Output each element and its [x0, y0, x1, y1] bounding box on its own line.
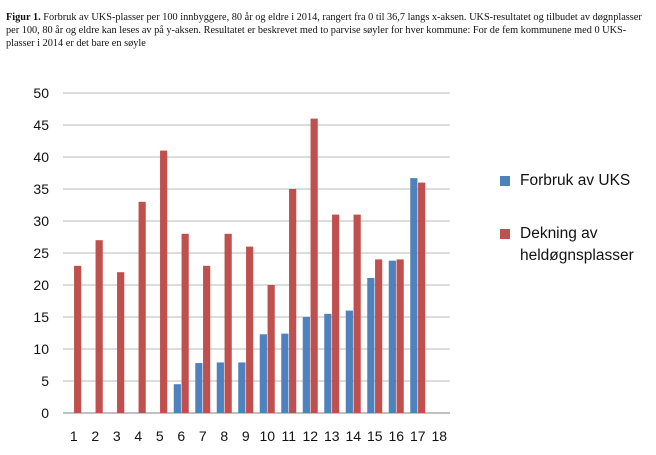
x-tick-label-4: 4	[134, 428, 142, 444]
legend-item-dekning: Dekning av heldøgnsplasser	[500, 223, 650, 267]
legend-item-forbruk: Forbruk av UKS	[500, 170, 650, 192]
bar-forbruk-7	[195, 363, 203, 413]
bar-forbruk-13	[324, 313, 332, 413]
x-tick-label-11: 11	[281, 428, 296, 444]
bar-dekning-16	[396, 259, 404, 413]
legend-swatch-forbruk	[500, 176, 510, 186]
bar-forbruk-15	[367, 277, 375, 413]
x-tick-label-17: 17	[410, 428, 426, 444]
x-tick-label-16: 16	[388, 428, 404, 444]
bar-forbruk-14	[345, 310, 353, 413]
bar-dekning-5	[160, 150, 168, 413]
bar-dekning-1	[74, 265, 82, 413]
x-tick-label-13: 13	[324, 428, 340, 444]
chart-legend: Forbruk av UKS Dekning av heldøgnsplasse…	[500, 170, 650, 267]
y-tick-label-0: 0	[41, 405, 49, 421]
x-tick-label-10: 10	[259, 428, 275, 444]
bar-dekning-3	[117, 272, 125, 413]
bar-forbruk-11	[281, 333, 289, 413]
bar-dekning-9	[246, 246, 254, 413]
y-tick-label-35: 35	[33, 181, 49, 197]
legend-label-forbruk: Forbruk av UKS	[520, 172, 631, 189]
bar-forbruk-16	[388, 260, 396, 413]
bar-dekning-15	[375, 259, 383, 413]
bar-dekning-10	[267, 285, 275, 413]
x-tick-label-1: 1	[70, 428, 78, 444]
y-tick-label-50: 50	[33, 85, 49, 101]
x-tick-label-2: 2	[91, 428, 99, 444]
bar-dekning-17	[418, 182, 426, 413]
caption-label: Figur 1.	[6, 12, 41, 23]
x-tick-label-5: 5	[156, 428, 164, 444]
bar-dekning-13	[332, 214, 340, 413]
y-tick-label-30: 30	[33, 213, 49, 229]
y-tick-label-45: 45	[33, 117, 49, 133]
figure-caption: Figur 1. Forbruk av UKS-plasser per 100 …	[6, 11, 646, 50]
y-tick-label-25: 25	[33, 245, 49, 261]
bar-forbruk-10	[259, 334, 267, 413]
bar-dekning-14	[353, 214, 361, 413]
x-tick-label-8: 8	[220, 428, 228, 444]
bar-dekning-7	[203, 265, 211, 413]
x-tick-label-6: 6	[177, 428, 185, 444]
bar-forbruk-17	[410, 178, 418, 413]
bar-dekning-4	[138, 201, 146, 413]
bar-forbruk-8	[216, 362, 224, 413]
bar-dekning-12	[310, 118, 318, 413]
x-tick-label-15: 15	[367, 428, 383, 444]
y-tick-label-40: 40	[33, 149, 49, 165]
x-tick-label-7: 7	[199, 428, 207, 444]
bar-dekning-2	[95, 240, 103, 413]
bar-forbruk-9	[238, 362, 246, 413]
bar-dekning-6	[181, 233, 189, 413]
legend-swatch-dekning	[500, 229, 510, 239]
y-tick-label-10: 10	[33, 341, 49, 357]
y-tick-label-15: 15	[33, 309, 49, 325]
legend-label-dekning: Dekning av heldøgnsplasser	[520, 225, 634, 264]
x-tick-label-12: 12	[302, 428, 318, 444]
bar-dekning-11	[289, 189, 297, 413]
caption-text: Forbruk av UKS-plasser per 100 innbygger…	[6, 12, 642, 49]
x-tick-label-3: 3	[113, 428, 121, 444]
bar-forbruk-12	[302, 317, 310, 413]
y-tick-label-20: 20	[33, 277, 49, 293]
x-tick-label-18: 18	[431, 428, 447, 444]
bar-forbruk-6	[173, 384, 181, 413]
y-tick-label-5: 5	[41, 373, 49, 389]
bar-dekning-8	[224, 233, 232, 413]
x-tick-label-14: 14	[345, 428, 361, 444]
x-tick-label-9: 9	[242, 428, 250, 444]
